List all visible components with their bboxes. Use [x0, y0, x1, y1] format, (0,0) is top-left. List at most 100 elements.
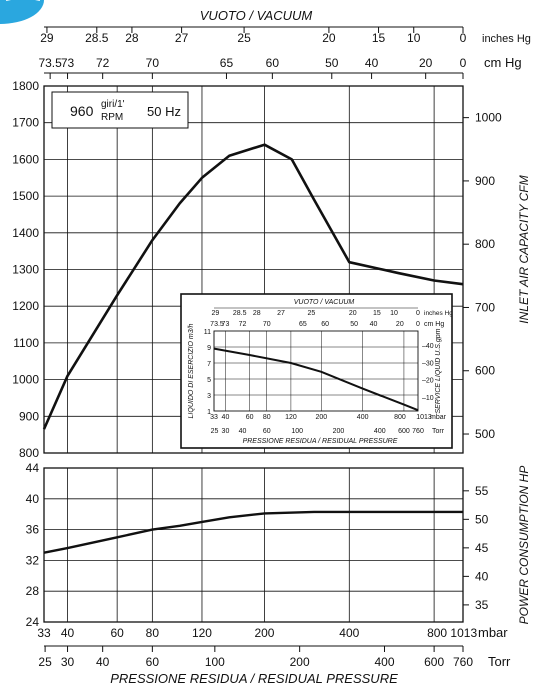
torr-tick: 40: [96, 655, 110, 669]
power-right-tick: 50: [475, 512, 489, 526]
badge-speed: 960: [70, 103, 94, 119]
brand-logo-arc: [0, 0, 44, 24]
inset-bottom-title: PRESSIONE RESIDUA / RESIDUAL PRESSURE: [243, 438, 398, 445]
capacity-left-tick: 1400: [12, 226, 39, 240]
power-frame: [43, 467, 464, 623]
inhg-tick: 10: [407, 31, 421, 45]
cmhg-unit: cm Hg: [484, 55, 522, 70]
power-curve: [43, 510, 463, 554]
bottom-axis-title: PRESSIONE RESIDUA / RESIDUAL PRESSURE: [110, 671, 398, 684]
inhg-tick: 27: [175, 31, 189, 45]
cmhg-tick: 0: [460, 56, 467, 70]
cmhg-tick: 50: [325, 56, 339, 70]
torr-tick: 600: [424, 655, 444, 669]
inset-left-tick: 3: [207, 393, 211, 400]
inset-cmhg-unit: cm Hg: [424, 321, 444, 328]
inset-right-tick: –10: [422, 395, 434, 402]
inset-inhg-tick: 10: [390, 310, 398, 317]
mbar-tick: 400: [339, 626, 359, 640]
inhg-tick: 29: [40, 31, 54, 45]
inset-left-tick: 7: [207, 361, 211, 368]
inset-left-label: LIQUIDO DI ESERCIZIO m3/h: [188, 323, 195, 418]
capacity-left-tick: 1500: [12, 189, 39, 203]
inset-mbar-tick: 80: [263, 414, 271, 421]
inset-mbar-tick: 60: [246, 414, 254, 421]
cmhg-tick: 72: [96, 56, 110, 70]
inset-cmhg-tick: 65: [299, 321, 307, 328]
inset-left-tick: 1: [207, 409, 211, 416]
inset-cmhg-tick: 73: [222, 321, 230, 328]
inset-mbar-tick: 800: [394, 414, 406, 421]
inset-mbar-tick: 120: [285, 414, 297, 421]
inset-inhg-unit: inches Hg: [424, 310, 453, 317]
inset-torr-tick: 600: [398, 428, 410, 435]
cmhg-tick: 20: [419, 56, 433, 70]
power-left-tick: 40: [26, 492, 40, 506]
inset-torr-tick: 760: [412, 428, 424, 435]
inhg-tick: 28: [125, 31, 139, 45]
cmhg-tick: 73: [61, 56, 75, 70]
power-left-tick: 28: [26, 584, 40, 598]
cmhg-tick: 65: [220, 56, 234, 70]
inset-torr-tick: 25: [211, 428, 219, 435]
inhg-unit: inches Hg: [482, 33, 531, 45]
inset-inhg-tick: 15: [373, 310, 381, 317]
mbar-tick: 40: [61, 626, 75, 640]
torr-tick: 60: [146, 655, 160, 669]
inset-torr-unit: Torr: [432, 428, 445, 435]
badge-rpm: RPM: [101, 112, 123, 123]
inset-left-tick: 5: [207, 377, 211, 384]
inset-left-tick: 9: [207, 345, 211, 352]
inset-mbar-unit: mbar: [430, 414, 447, 421]
inhg-tick: 25: [237, 31, 251, 45]
cmhg-tick: 40: [365, 56, 379, 70]
inset-right-tick: –30: [422, 360, 434, 367]
inset-right-tick: –20: [422, 378, 434, 385]
capacity-right-tick: 500: [475, 427, 495, 441]
inset-inhg-tick: 28.5: [233, 310, 247, 317]
badge-giri: giri/1': [101, 99, 125, 110]
inhg-tick: 0: [460, 31, 467, 45]
mbar-tick: 120: [192, 626, 212, 640]
speed-badge: [51, 91, 189, 129]
inhg-tick: 20: [322, 31, 336, 45]
power-right-tick: 35: [475, 598, 489, 612]
inset-torr-tick: 200: [333, 428, 345, 435]
cmhg-tick: 70: [146, 56, 160, 70]
inset-right-tick: –40: [422, 343, 434, 350]
power-left-tick: 32: [26, 553, 40, 567]
mbar-tick: 80: [146, 626, 160, 640]
mbar-tick: 200: [254, 626, 274, 640]
inset-mbar-tick: 1013: [416, 414, 432, 421]
mbar-unit: mbar: [478, 625, 508, 640]
capacity-left-tick: 900: [19, 409, 39, 423]
power-left-tick: 36: [26, 523, 40, 537]
torr-tick: 200: [290, 655, 310, 669]
capacity-right-tick: 900: [475, 174, 495, 188]
inset-mbar-tick: 33: [210, 414, 218, 421]
torr-tick: 30: [61, 655, 75, 669]
capacity-left-tick: 800: [19, 446, 39, 460]
inset-cmhg-tick: 0: [416, 321, 420, 328]
power-left-tick: 44: [26, 461, 40, 475]
torr-unit: Torr: [488, 654, 511, 669]
capacity-curve: [42, 143, 464, 430]
inset-right-label: SERVICE LIQUID U.S.gpm: [435, 328, 442, 413]
inset-cmhg-tick: 73.5: [210, 321, 224, 328]
capacity-left-tick: 1800: [12, 79, 39, 93]
capacity-left-tick: 1600: [12, 152, 39, 166]
inset-top-title: VUOTO / VACUUM: [294, 299, 355, 306]
capacity-left-tick: 1100: [13, 336, 39, 350]
inhg-tick: 28.5: [85, 31, 109, 45]
inset-cmhg-tick: 72: [239, 321, 247, 328]
power-right-tick: 40: [475, 569, 489, 583]
mbar-tick: 60: [110, 626, 124, 640]
inset-inhg-tick: 25: [308, 310, 316, 317]
torr-tick: 760: [453, 655, 473, 669]
inset-torr-tick: 40: [239, 428, 247, 435]
inhg-tick: 15: [372, 31, 386, 45]
inset-torr-tick: 100: [291, 428, 303, 435]
badge-freq: 50 Hz: [147, 104, 181, 119]
